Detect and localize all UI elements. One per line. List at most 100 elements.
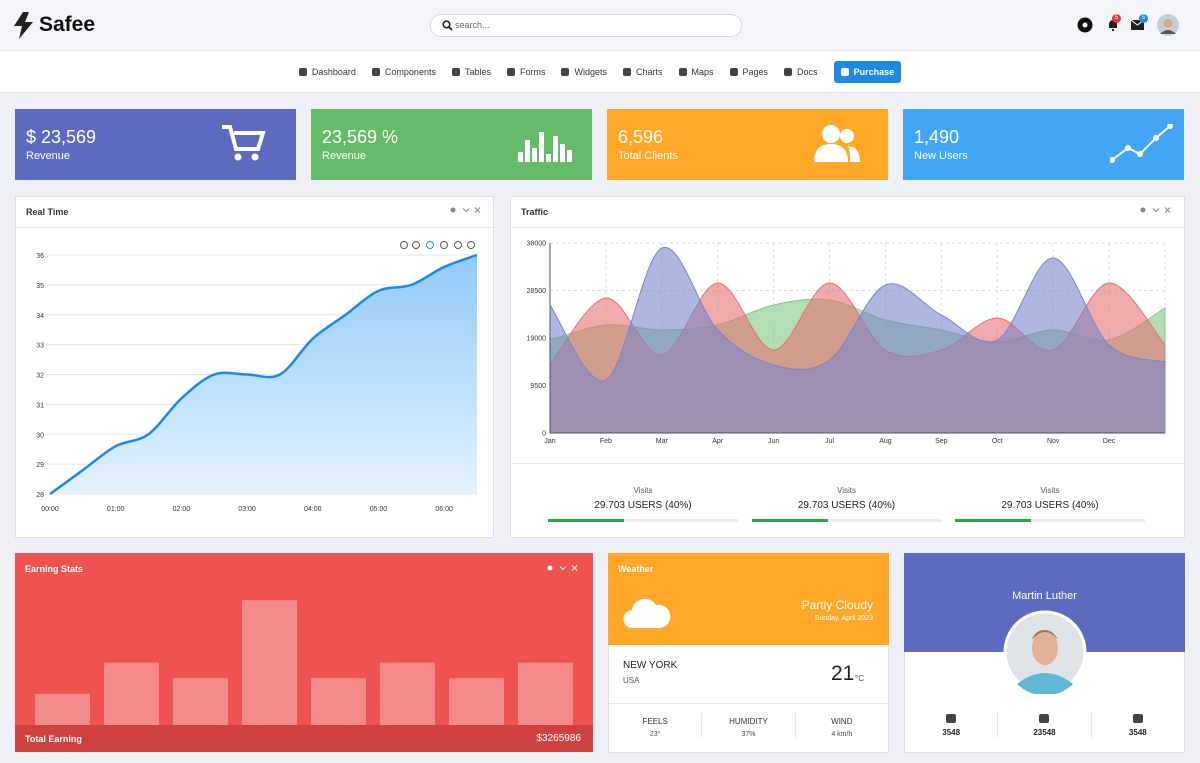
visit-value: 29.703 USERS (40%) bbox=[594, 500, 692, 511]
nav-bar: Dashboard Components Tables Forms Widgets Cha… bbox=[0, 50, 1200, 93]
weather-panel: Weather Partly Cloudy Sunday, April 2023… bbox=[608, 553, 889, 753]
search-placeholder: search... bbox=[455, 20, 490, 30]
stat-card: 6,596 Total Clients bbox=[607, 109, 888, 180]
panel-title: Real Time bbox=[16, 197, 493, 228]
x-tick-label: Sep bbox=[935, 438, 948, 445]
visit-label: Visits bbox=[837, 486, 856, 495]
nav-item[interactable]: Maps bbox=[678, 67, 714, 77]
area bbox=[50, 255, 477, 494]
close-icon bbox=[1164, 207, 1171, 213]
progress-bar bbox=[751, 519, 828, 522]
visit-label: Visits bbox=[1040, 486, 1060, 495]
y-tick-label: 38000 bbox=[527, 241, 547, 248]
profile-stat-value: 23548 bbox=[1033, 728, 1056, 737]
nav-icon bbox=[298, 67, 307, 76]
x-tick-label: 06:00 bbox=[435, 506, 453, 513]
x-tick-label: 00:00 bbox=[41, 506, 59, 513]
logo-icon bbox=[14, 12, 33, 39]
nav-item[interactable]: Components bbox=[371, 67, 436, 77]
bar bbox=[242, 600, 297, 725]
nav-label: Widgets bbox=[574, 66, 607, 77]
nav-item[interactable]: Charts bbox=[622, 66, 663, 77]
nav-item[interactable]: Tables bbox=[451, 66, 491, 77]
bar bbox=[518, 662, 573, 725]
weather-stat-value: 23° bbox=[649, 731, 661, 738]
y-tick-label: 35 bbox=[36, 283, 44, 290]
profile-panel: Martin Luther 3548 23548 3548 bbox=[904, 553, 1185, 753]
progress-track bbox=[548, 519, 738, 522]
toolbar-icon bbox=[440, 241, 448, 249]
nav-item[interactable]: Forms bbox=[506, 66, 546, 77]
panel-title: Traffic bbox=[511, 197, 1184, 228]
visit-item: Visits 29.703 USERS (40%) bbox=[751, 486, 942, 526]
profile-stat: 3548 bbox=[1090, 712, 1184, 738]
nav-label: Tables bbox=[464, 66, 491, 77]
bar bbox=[380, 662, 435, 725]
nav-item[interactable]: Pages bbox=[729, 67, 768, 77]
visit-value: 29.703 USERS (40%) bbox=[797, 500, 896, 511]
y-tick-label: 31 bbox=[36, 402, 44, 409]
y-tick-label: 32 bbox=[36, 373, 44, 380]
theme-icon[interactable] bbox=[1077, 17, 1093, 33]
nav-item[interactable]: Purchase bbox=[833, 60, 902, 83]
profile-stat-value: 3548 bbox=[1128, 728, 1147, 737]
nav-item[interactable]: Dashboard bbox=[298, 67, 356, 77]
stat-icon bbox=[814, 125, 860, 162]
temperature: 21 bbox=[831, 662, 855, 685]
divider bbox=[511, 463, 1184, 464]
profile-stats: 3548 23548 3548 bbox=[905, 704, 1184, 752]
top-bar: Safee search... 5 5 bbox=[0, 0, 1200, 50]
collapse-icon bbox=[559, 566, 567, 571]
y-tick-label: 19000 bbox=[527, 336, 547, 343]
weather-stat-value: 37% bbox=[741, 731, 756, 738]
user-avatar[interactable] bbox=[1157, 14, 1179, 36]
visit-value: 29.703 USERS (40%) bbox=[1001, 500, 1099, 511]
total-earning: $3265986 bbox=[536, 733, 582, 744]
brand: Safee bbox=[39, 13, 96, 36]
stat-label: Revenue bbox=[26, 150, 71, 162]
x-tick-label: Apr bbox=[712, 438, 724, 445]
x-tick-label: Mar bbox=[656, 438, 669, 445]
y-tick-label: 30 bbox=[36, 432, 44, 439]
nav-label: Forms bbox=[519, 66, 546, 77]
stat-icon bbox=[222, 125, 266, 161]
visit-label: Visits bbox=[633, 486, 653, 495]
search-box[interactable]: search... bbox=[430, 14, 742, 37]
stat-value: 23,569 % bbox=[322, 127, 399, 147]
collapse-icon bbox=[1152, 208, 1160, 213]
toolbar-icon bbox=[426, 241, 434, 249]
x-tick-label: Dec bbox=[1103, 438, 1116, 445]
profile-stat-icon bbox=[1132, 714, 1143, 723]
country: USA bbox=[623, 676, 640, 685]
y-tick-label: 28 bbox=[36, 492, 44, 499]
toolbar-icon bbox=[454, 241, 462, 249]
weather-stat-label: HUMIDITY bbox=[729, 717, 768, 726]
nav-icon bbox=[784, 67, 793, 76]
visit-item: Visits 29.703 USERS (40%) bbox=[548, 486, 738, 526]
nav-item[interactable]: Docs bbox=[784, 67, 818, 77]
notification-badge: 5 bbox=[1112, 14, 1121, 23]
weather-stat: FEELS 23° bbox=[609, 713, 701, 738]
x-tick-label: 01:00 bbox=[107, 506, 125, 513]
toolbar-icon bbox=[412, 241, 420, 249]
weather-condition: Partly Cloudy bbox=[801, 598, 873, 612]
nav-icon bbox=[451, 67, 460, 76]
x-tick-label: 05:00 bbox=[370, 506, 388, 513]
cloud-icon bbox=[623, 598, 671, 629]
x-tick-label: Jul bbox=[825, 438, 834, 445]
nav-icon bbox=[371, 67, 380, 76]
weather-stat-value: 4 km/h bbox=[831, 731, 853, 738]
y-tick-label: 28500 bbox=[527, 288, 547, 295]
stat-icon bbox=[1110, 124, 1173, 163]
stat-icon bbox=[518, 132, 572, 162]
profile-name: Martin Luther bbox=[1012, 590, 1077, 602]
x-tick-label: 02:00 bbox=[173, 506, 191, 513]
nav-icon bbox=[561, 67, 570, 76]
x-tick-label: 04:00 bbox=[304, 506, 322, 513]
panel-title: Earning Stats bbox=[25, 564, 84, 574]
nav-item[interactable]: Widgets bbox=[561, 67, 607, 77]
nav-label: Charts bbox=[635, 66, 663, 77]
y-tick-label: 36 bbox=[36, 253, 44, 260]
